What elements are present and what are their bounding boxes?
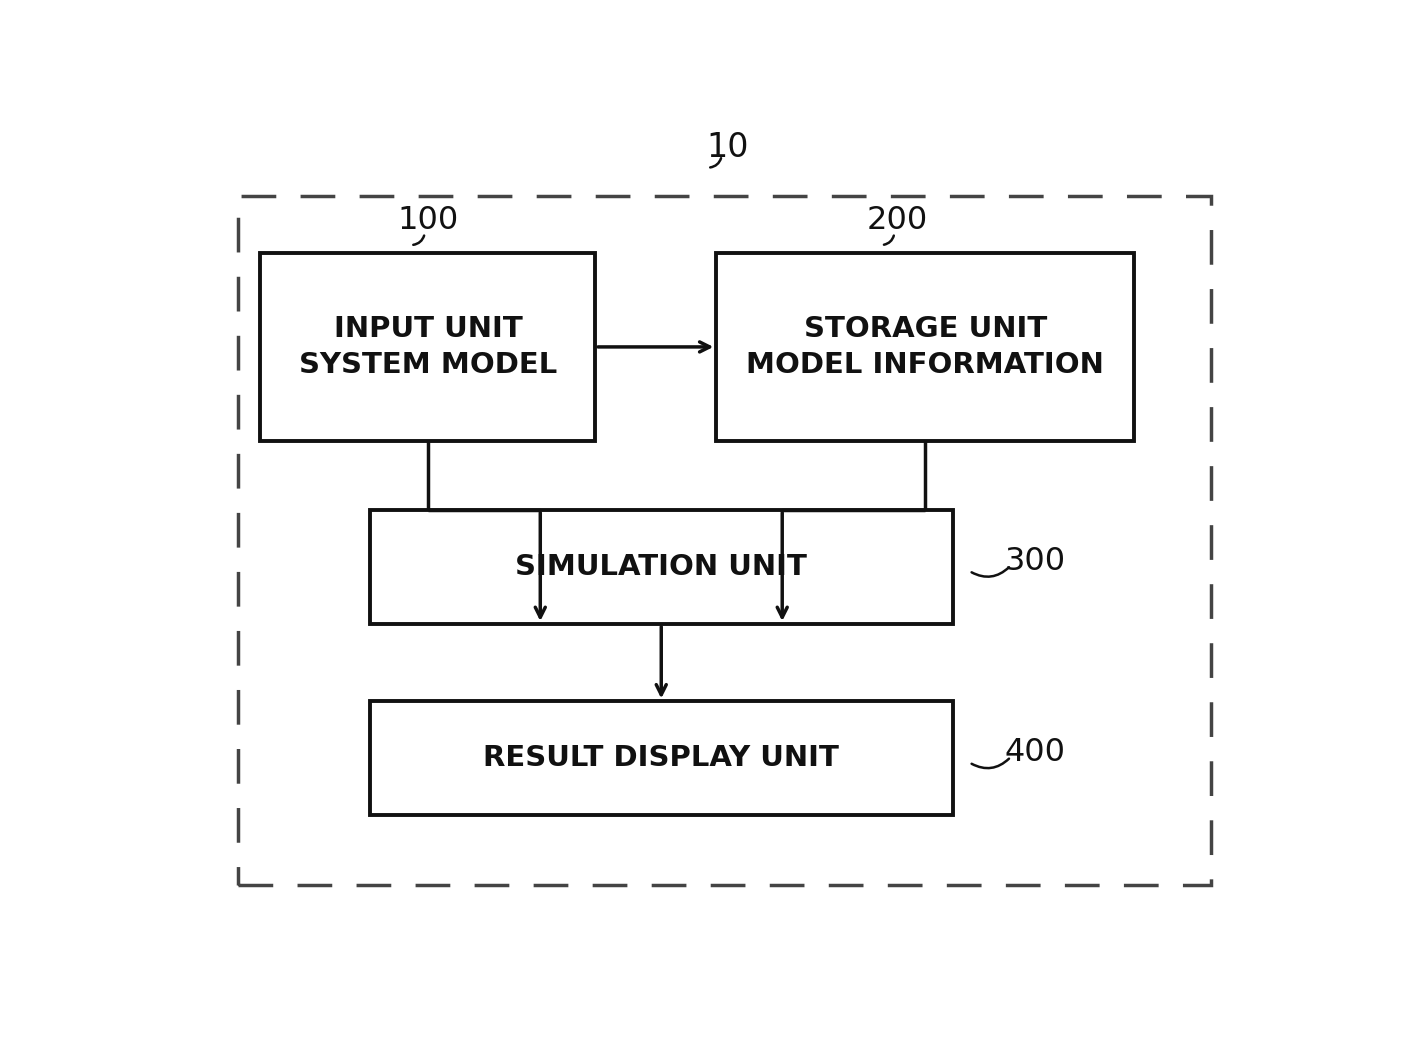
Text: STORAGE UNIT: STORAGE UNIT [803,314,1047,343]
Bar [260,253,596,440]
Bar [370,510,952,624]
Text: INPUT UNIT: INPUT UNIT [333,314,522,343]
Text: 100: 100 [397,205,458,236]
Text: MODEL INFORMATION: MODEL INFORMATION [746,351,1104,379]
Bar [717,253,1134,440]
Bar [238,196,1212,884]
Text: 200: 200 [867,205,928,236]
Text: 400: 400 [1005,737,1066,768]
Text: SIMULATION UNIT: SIMULATION UNIT [515,553,807,581]
Text: RESULT DISPLAY UNIT: RESULT DISPLAY UNIT [484,745,839,772]
Text: SYSTEM MODEL: SYSTEM MODEL [299,351,558,379]
Bar [370,701,952,816]
Text: 10: 10 [707,131,748,164]
Text: 300: 300 [1005,546,1066,577]
